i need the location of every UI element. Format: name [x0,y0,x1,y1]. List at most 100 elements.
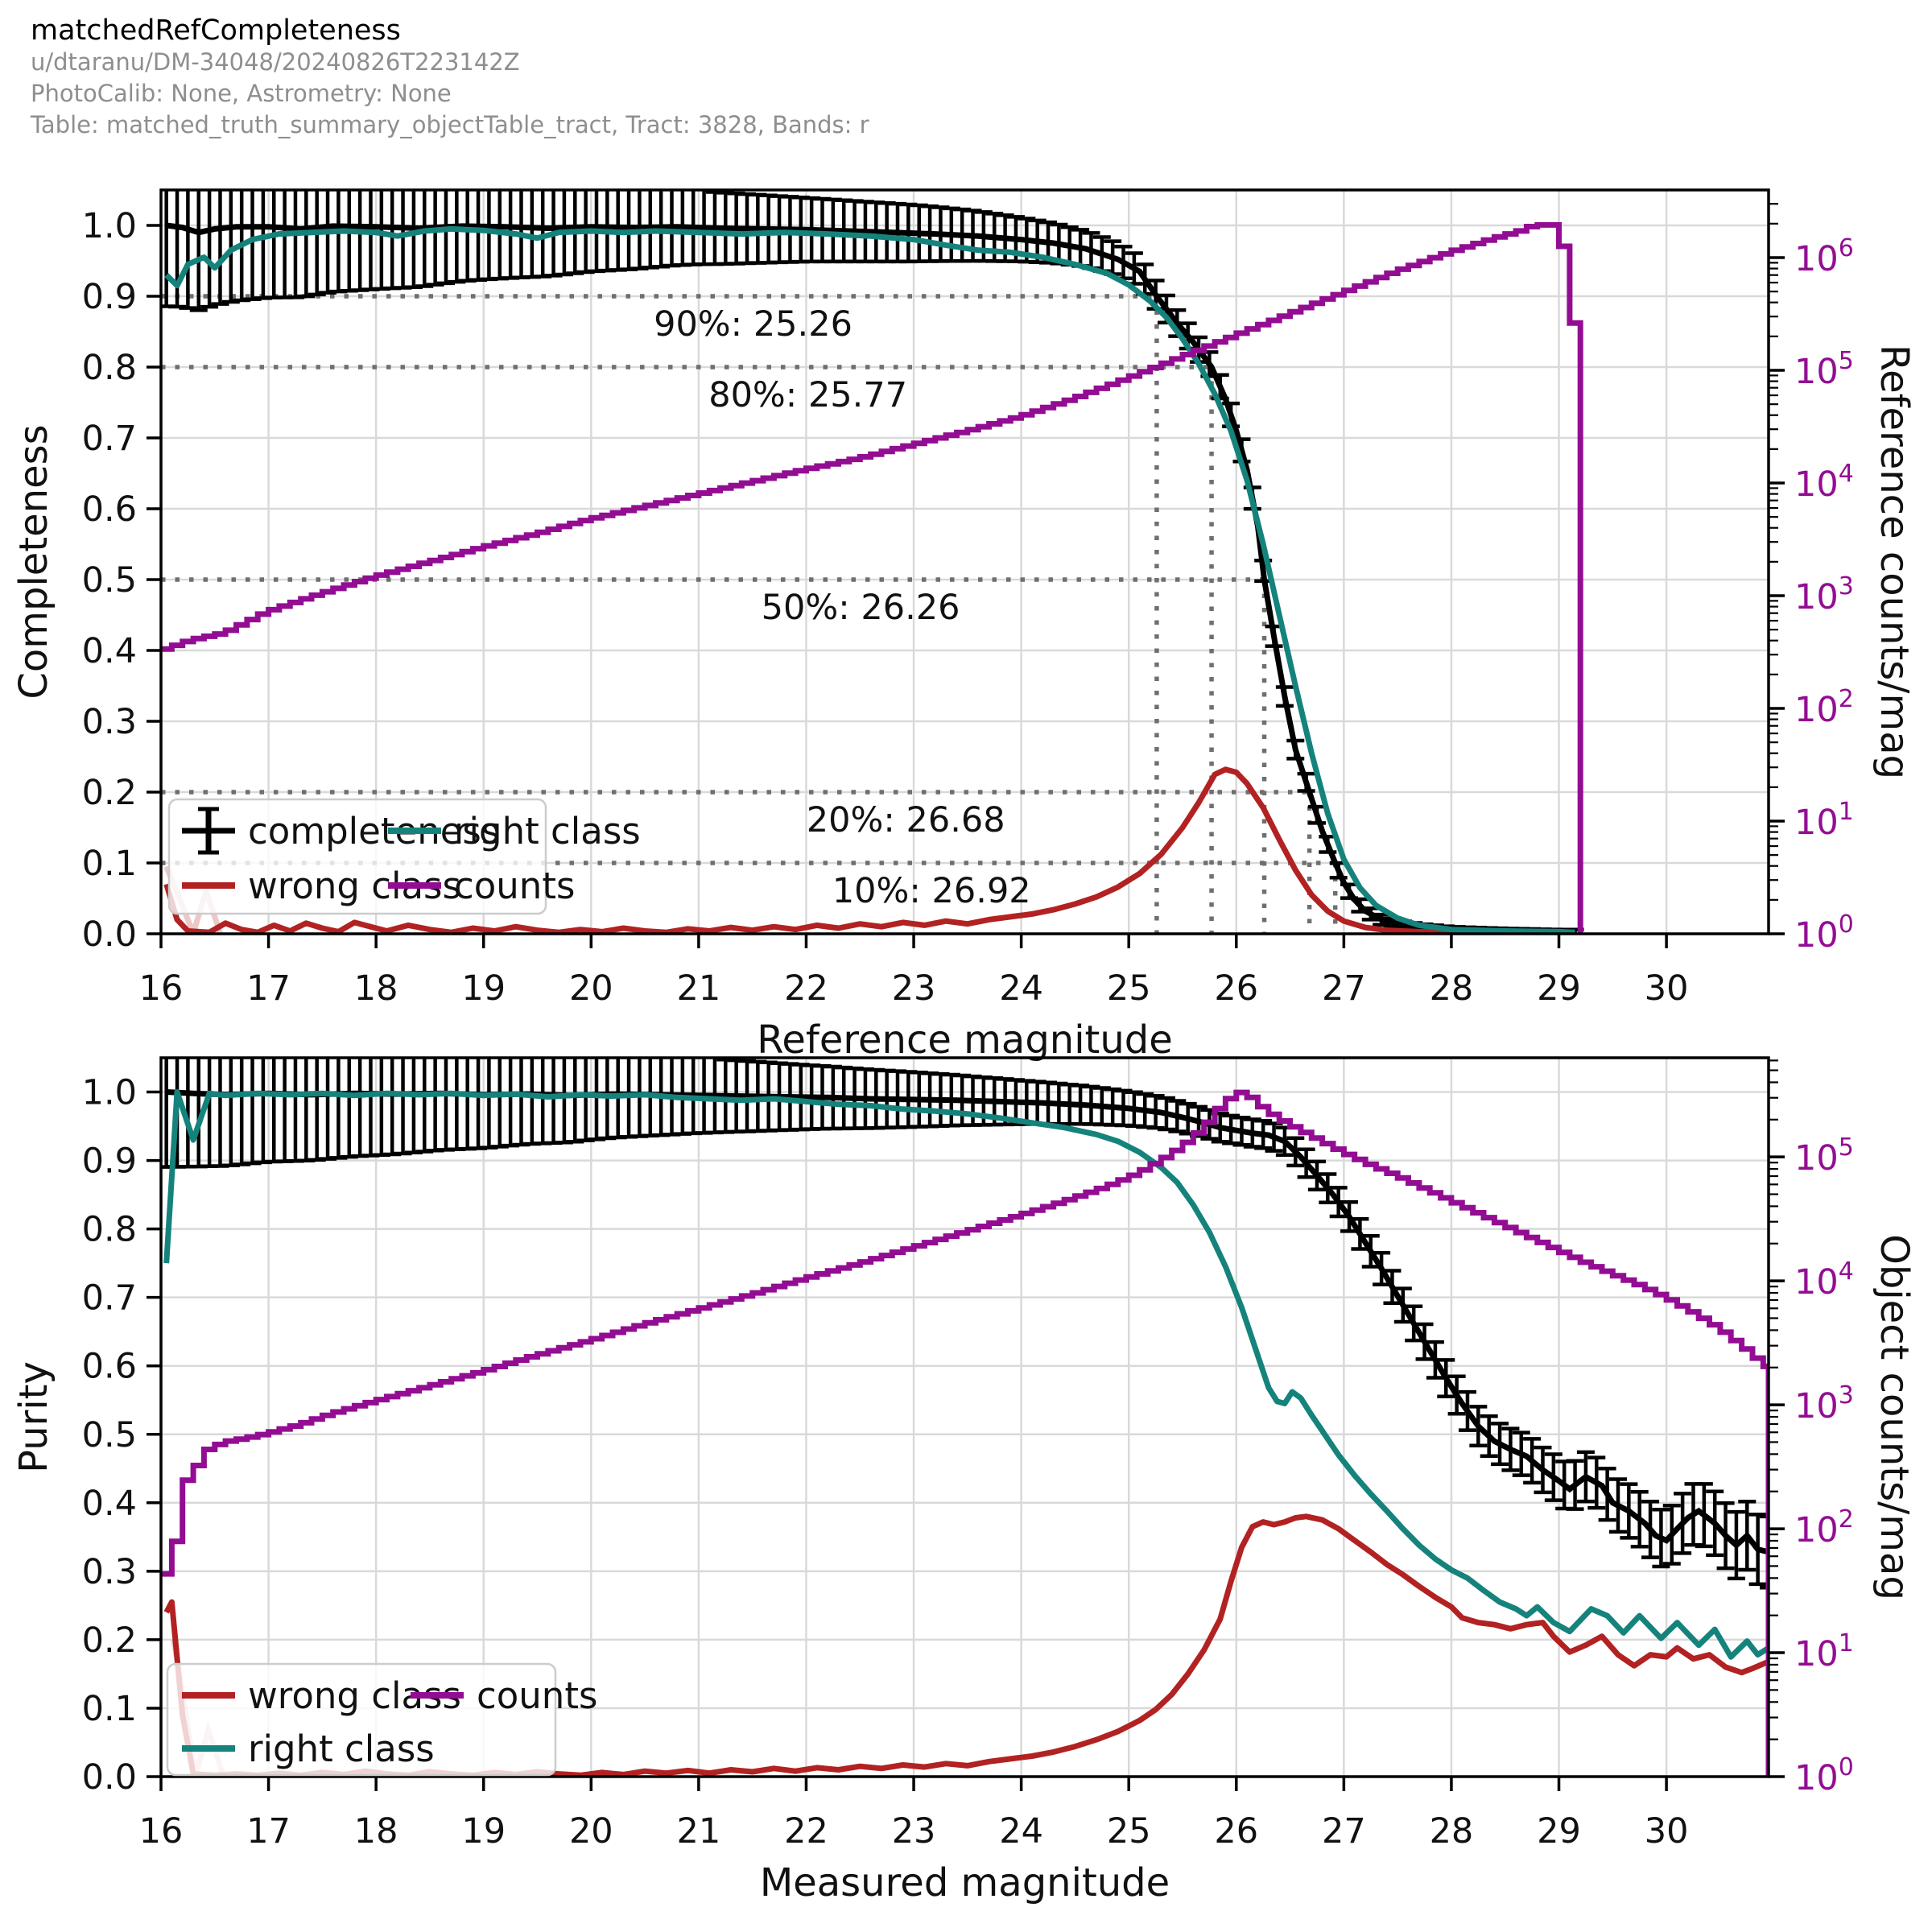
y-tick-label: 0.2 [82,1620,137,1661]
right-tick-label: 101 [1794,798,1854,843]
threshold-annotation: 80%: 25.77 [708,375,907,415]
legend-label: counts [454,865,575,907]
x-tick-label: 23 [892,968,936,1009]
x-ticks: 16 17 18 19 20 21 22 23 24 25 26 27 28 29 30 [139,1777,1689,1852]
x-tick-label: 26 [1214,968,1258,1009]
x-tick-label: 18 [354,968,398,1009]
counts-line [161,1089,1769,1777]
wrong-class-line [163,766,1575,934]
plot-title: matchedRefCompleteness [31,14,401,47]
y-axis-label: Purity [11,1361,56,1473]
right-tick-label: 102 [1794,1505,1854,1550]
x-tick-label: 24 [999,968,1043,1009]
y-tick-label: 0.0 [82,914,137,955]
x-axis-label: Measured magnitude [760,1860,1170,1905]
y-tick-label: 0.9 [82,277,137,317]
threshold-annotation: 50%: 26.26 [762,588,960,628]
right-y-axis-label: Reference counts/mag [1872,345,1917,779]
y-tick-label: 0.7 [82,1278,137,1319]
completeness-line [166,222,1575,934]
threshold-annotation: 10%: 26.92 [832,871,1031,911]
y-tick-label: 0.5 [82,560,137,601]
table-info: Table: matched_truth_summary_objectTable… [31,111,869,138]
legend-box [167,798,547,915]
top-plot: 90%: 25.26 80%: 25.77 50%: 26.26 20%: 26.68… [11,188,1917,1063]
x-tick-label: 27 [1322,968,1366,1009]
right-axis-ticks: 100 101 102 103 104 105 [1769,1059,1854,1798]
x-tick-label: 25 [1107,1811,1151,1852]
x-tick-label: 28 [1430,1811,1474,1852]
legend-entry: counts [388,865,575,907]
right-tick-label: 102 [1794,685,1854,730]
right-y-axis-label: Object counts/mag [1872,1234,1917,1600]
x-tick-label: 30 [1645,1811,1689,1852]
x-tick-label: 26 [1214,1811,1258,1852]
y-tick-label: 0.6 [82,489,137,530]
right-tick-label: 100 [1794,910,1854,956]
y-ticks: 0.0 0.1 0.2 0.3 0.4 0.5 0.6 0.7 0.8 0.9 1.0 [82,1073,161,1798]
y-tick-label: 0.2 [82,773,137,813]
y-tick-label: 0.3 [82,702,137,742]
x-tick-label: 25 [1107,968,1151,1009]
x-tick-label: 20 [569,968,613,1009]
y-tick-label: 0.1 [82,844,137,884]
threshold-annotation: 90%: 25.26 [654,304,852,345]
y-tick-label: 0.5 [82,1415,137,1455]
right-tick-label: 105 [1794,347,1854,392]
y-tick-label: 1.0 [82,206,137,246]
y-tick-label: 0.4 [82,1484,137,1524]
x-tick-label: 29 [1537,1811,1581,1852]
right-tick-label: 106 [1794,234,1854,279]
x-tick-label: 22 [784,1811,828,1852]
x-tick-label: 29 [1537,968,1581,1009]
x-tick-label: 17 [246,1811,291,1852]
right-class-line [163,1089,1769,1660]
legend-label: counts [477,1674,597,1717]
y-tick-label: 0.6 [82,1347,137,1387]
legend-entry: right class [182,1728,435,1770]
legend: completeness wrong class right class counts [167,798,641,915]
plot-area: 90%: 25.26 80%: 25.77 50%: 26.26 20%: 26.68… [161,190,1584,934]
x-tick-label: 23 [892,1811,936,1852]
y-axis-label: Completeness [11,424,56,699]
y-tick-label: 0.0 [82,1757,137,1798]
right-tick-label: 104 [1794,460,1854,505]
y-tick-label: 0.3 [82,1552,137,1592]
y-tick-label: 0.9 [82,1141,137,1182]
right-tick-label: 103 [1794,1381,1854,1426]
x-tick-label: 19 [461,968,506,1009]
y-tick-label: 1.0 [82,1073,137,1113]
counts-line [161,221,1583,934]
right-class-line [164,225,1575,934]
x-tick-label: 22 [784,968,828,1009]
errorbar-group [161,1058,1769,1590]
x-tick-label: 21 [677,968,721,1009]
x-tick-label: 18 [354,1811,398,1852]
legend-box [166,1662,557,1777]
x-tick-label: 20 [569,1811,613,1852]
legend-label: right class [454,810,641,852]
right-tick-label: 101 [1794,1629,1854,1674]
x-tick-label: 21 [677,1811,721,1852]
threshold-annotation: 20%: 26.68 [807,800,1005,840]
x-tick-label: 16 [139,968,184,1009]
x-tick-label: 16 [139,1811,184,1852]
y-ticks: 0.0 0.1 0.2 0.3 0.4 0.5 0.6 0.7 0.8 0.9 1.0 [82,206,161,955]
figure-header: matchedRefCompleteness u/dtaranu/DM-3404… [31,14,869,141]
right-tick-label: 105 [1794,1133,1854,1179]
x-ticks: 16 17 18 19 20 21 22 23 24 25 26 27 28 29 30 [139,934,1688,1009]
y-tick-label: 0.1 [82,1689,137,1729]
legend-label: completeness [248,810,500,852]
plot-area [161,1058,1769,1777]
right-tick-label: 104 [1794,1257,1854,1302]
legend-entry: completeness [182,807,500,855]
run-collection: u/dtaranu/DM-34048/20240826T223142Z [31,48,520,76]
right-axis-ticks: 100 101 102 103 104 105 106 [1769,203,1854,956]
y-tick-label: 0.7 [82,419,137,459]
x-tick-label: 24 [999,1811,1043,1852]
x-tick-label: 28 [1430,968,1474,1009]
legend-entry: counts [411,1674,597,1717]
